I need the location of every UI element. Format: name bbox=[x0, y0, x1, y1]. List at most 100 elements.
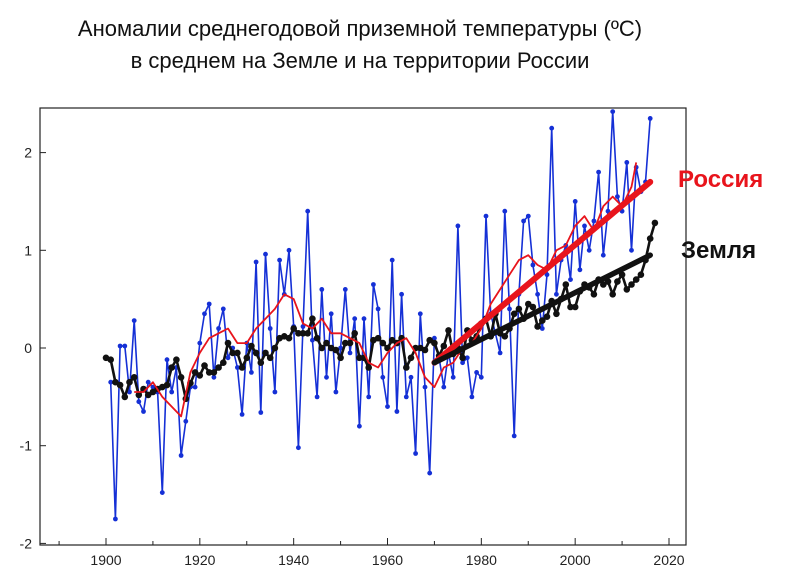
series-russia-annual-point bbox=[192, 384, 198, 390]
series-earth-point bbox=[431, 339, 438, 347]
series-earth-point bbox=[196, 372, 204, 379]
series-russia-annual-point bbox=[117, 343, 123, 349]
series-earth-point bbox=[229, 349, 236, 357]
series-earth-point bbox=[168, 364, 175, 371]
series-earth-point bbox=[163, 381, 171, 389]
series-russia-annual-point bbox=[572, 199, 578, 204]
series-earth-point bbox=[590, 291, 598, 298]
series-russia-annual-point bbox=[535, 291, 540, 297]
series-earth-point bbox=[374, 334, 382, 342]
series-earth-point bbox=[553, 310, 560, 318]
series-earth-point bbox=[365, 364, 373, 371]
series-russia-annual-point bbox=[300, 324, 306, 329]
series-earth-point bbox=[177, 374, 185, 381]
series-russia-annual-point bbox=[549, 125, 555, 131]
series-russia-annual-point bbox=[127, 389, 132, 395]
series-earth-point bbox=[342, 339, 349, 347]
series-russia-annual-point bbox=[629, 247, 634, 253]
series-russia-annual-point bbox=[371, 282, 376, 287]
series-russia-annual-point bbox=[464, 355, 470, 361]
series-russia-annual-point bbox=[150, 384, 156, 390]
series-russia-annual-point bbox=[600, 252, 606, 258]
y-tick-label: -1 bbox=[20, 438, 33, 454]
series-earth-point bbox=[609, 291, 616, 298]
series-earth-point bbox=[191, 369, 199, 376]
series-russia-annual-point bbox=[539, 326, 545, 331]
series-earth-point bbox=[149, 388, 157, 396]
series-earth-point bbox=[304, 330, 312, 337]
series-russia-annual-point bbox=[216, 326, 222, 331]
series-russia-annual-point bbox=[460, 360, 465, 366]
series-russia-annual-point bbox=[582, 223, 587, 229]
series-earth-point bbox=[567, 303, 574, 311]
series-russia-annual-point bbox=[366, 394, 372, 400]
series-earth-point bbox=[614, 278, 621, 285]
series-russia-annual-point bbox=[347, 350, 353, 356]
series-earth-point bbox=[126, 378, 133, 386]
series-earth-point bbox=[116, 381, 124, 389]
series-russia-annual-point bbox=[610, 109, 616, 114]
series-earth-point bbox=[318, 344, 326, 352]
series-russia-annual-point bbox=[530, 262, 536, 268]
series-russia-annual-point bbox=[399, 291, 404, 297]
series-earth-point bbox=[623, 286, 631, 293]
series-russia-annual-point bbox=[108, 379, 114, 385]
series-earth-point bbox=[407, 354, 415, 362]
y-tick-label: 1 bbox=[24, 242, 32, 258]
series-russia-annual-point bbox=[507, 306, 512, 312]
series-earth-point bbox=[651, 219, 659, 227]
series-earth-point bbox=[234, 349, 241, 357]
series-russia-annual-point bbox=[258, 410, 264, 415]
series-earth-point bbox=[510, 310, 518, 318]
series-russia-annual-point bbox=[211, 374, 217, 380]
series-earth-point bbox=[356, 354, 363, 362]
series-russia-annual-point bbox=[202, 311, 207, 317]
chart-title: Аномалии среднегодовой приземной темпера… bbox=[77, 16, 643, 41]
series-earth-point bbox=[173, 356, 180, 364]
series-russia-annual-point bbox=[314, 394, 320, 400]
series-russia-annual-point bbox=[310, 337, 315, 343]
x-tick-label: 1940 bbox=[278, 552, 309, 568]
series-earth-point bbox=[285, 334, 293, 342]
series-earth-point bbox=[562, 281, 570, 288]
series-earth-point bbox=[262, 349, 269, 357]
series-russia-annual-point bbox=[206, 301, 212, 307]
series-earth-point bbox=[337, 354, 344, 362]
series-russia-smoothed-line bbox=[134, 162, 638, 418]
series-russia-annual-point bbox=[450, 374, 456, 380]
series-earth-point bbox=[539, 317, 546, 324]
series-earth-point bbox=[351, 330, 359, 337]
x-tick-label: 1900 bbox=[90, 552, 121, 568]
series-russia-annual-point bbox=[324, 374, 329, 380]
series-russia-annual-point bbox=[145, 379, 151, 385]
series-russia-annual-point bbox=[502, 208, 508, 214]
series-earth-point bbox=[210, 369, 218, 376]
series-russia-annual-point bbox=[408, 374, 414, 380]
y-tick-label: 0 bbox=[24, 340, 32, 356]
series-russia-annual-point bbox=[342, 287, 348, 292]
series-russia-annual-point bbox=[197, 340, 203, 346]
series-russia-annual-point bbox=[432, 335, 437, 341]
series-russia-annual-point bbox=[305, 208, 311, 214]
series-russia-annual-point bbox=[169, 389, 175, 395]
series-russia-annual-point bbox=[413, 451, 418, 456]
series-russia-annual-point bbox=[235, 365, 240, 370]
chart-subtitle: в среднем на Земле и на территории Росси… bbox=[130, 48, 590, 73]
series-earth-point bbox=[632, 276, 640, 283]
series-russia-annual-point bbox=[577, 267, 583, 273]
x-tick-label: 1920 bbox=[184, 552, 215, 568]
series-russia-annual-point bbox=[249, 370, 254, 375]
trend-line-earth bbox=[431, 252, 653, 366]
series-earth-point bbox=[290, 325, 298, 332]
series-russia-annual-point bbox=[591, 218, 597, 224]
series-russia-annual-point bbox=[286, 247, 292, 253]
series-russia-annual-point bbox=[319, 287, 325, 292]
series-russia-annual-point bbox=[357, 423, 362, 429]
series-earth-point bbox=[238, 364, 246, 371]
series-russia-annual-point bbox=[220, 306, 226, 312]
series-russia-annual-point bbox=[253, 259, 259, 265]
series-russia-annual-point bbox=[333, 389, 339, 395]
series-earth-point bbox=[332, 346, 340, 354]
series-russia-annual-point bbox=[568, 277, 573, 282]
series-earth-point bbox=[445, 327, 452, 334]
